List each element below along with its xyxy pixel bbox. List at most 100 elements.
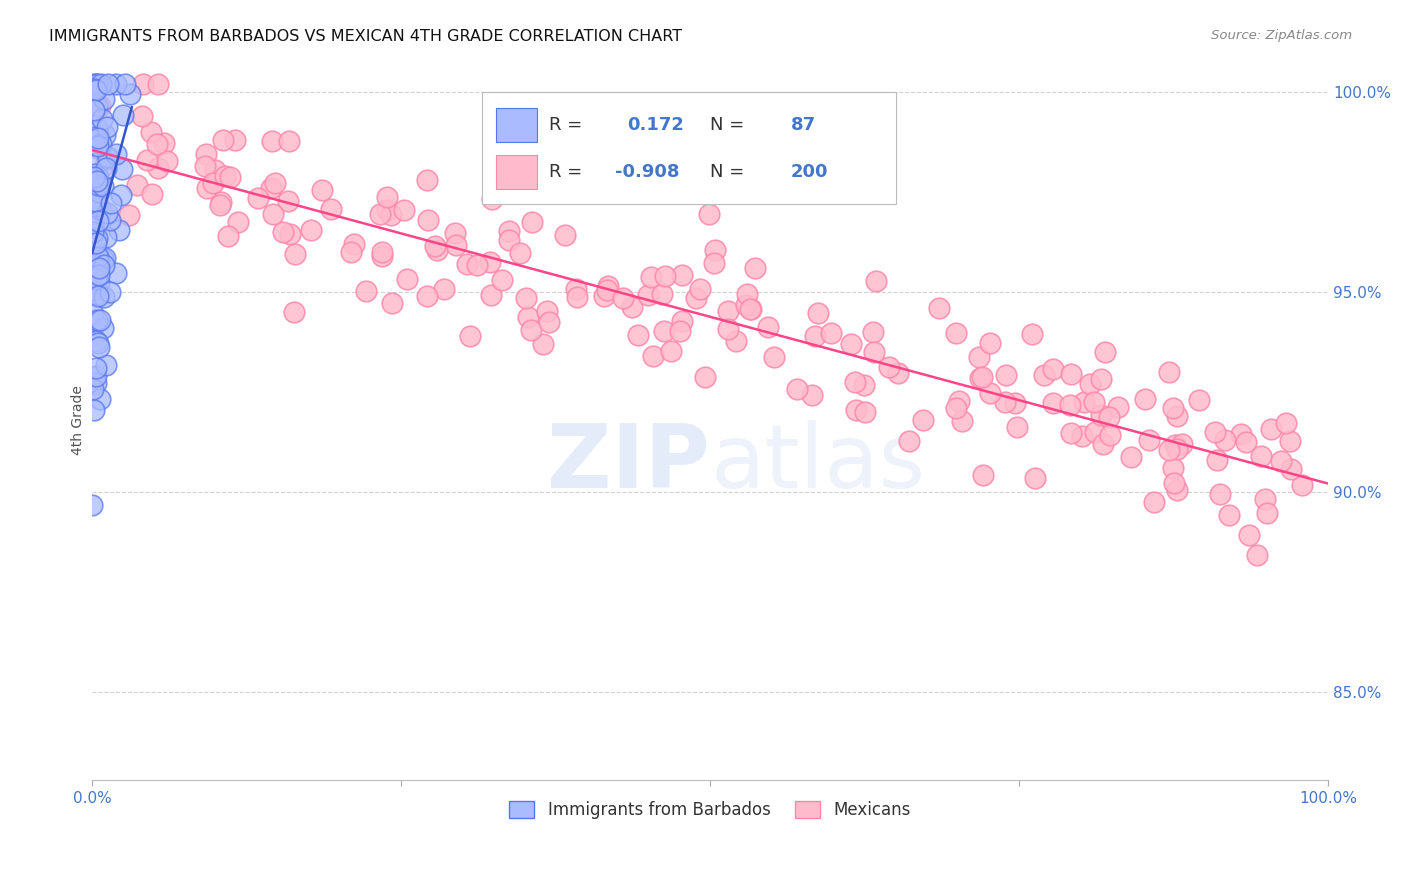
- Point: [654, 268, 676, 283]
- Point: [1163, 475, 1185, 490]
- Point: [1042, 396, 1064, 410]
- Point: [82, 382, 104, 396]
- Point: [724, 334, 747, 349]
- Point: [284, 247, 307, 261]
- Point: [111, 161, 134, 176]
- Point: [380, 208, 402, 222]
- Point: [621, 300, 644, 314]
- Point: [1004, 396, 1026, 410]
- Text: atlas: atlas: [710, 420, 925, 507]
- Point: [260, 180, 283, 194]
- Point: [1166, 483, 1188, 497]
- Point: [94, 158, 117, 172]
- Point: [735, 298, 758, 312]
- Point: [84, 361, 107, 376]
- Point: [640, 270, 662, 285]
- Point: [862, 345, 884, 359]
- FancyBboxPatch shape: [481, 92, 896, 203]
- Point: [697, 206, 720, 220]
- Point: [479, 255, 502, 269]
- Point: [416, 289, 439, 303]
- Point: [83, 129, 105, 144]
- Point: [1159, 443, 1181, 458]
- Point: [862, 326, 884, 340]
- Point: [786, 382, 808, 396]
- Point: [967, 350, 990, 364]
- Point: [89, 254, 111, 268]
- Point: [1218, 508, 1240, 523]
- Point: [1188, 392, 1211, 407]
- Point: [91, 320, 114, 334]
- Point: [423, 239, 446, 253]
- Point: [1021, 327, 1043, 342]
- Point: [262, 134, 284, 148]
- Point: [538, 315, 561, 329]
- Point: [83, 167, 105, 181]
- Point: [1166, 442, 1188, 456]
- Point: [1073, 395, 1095, 409]
- Point: [87, 213, 110, 227]
- Point: [87, 185, 110, 199]
- Point: [1246, 549, 1268, 563]
- Point: [82, 498, 104, 512]
- Point: [756, 320, 779, 334]
- Point: [104, 147, 127, 161]
- Point: [94, 128, 117, 143]
- Point: [343, 237, 366, 252]
- Point: [87, 139, 110, 153]
- Point: [491, 273, 513, 287]
- Text: N =: N =: [710, 163, 744, 181]
- Text: R =: R =: [550, 163, 582, 181]
- Point: [87, 268, 110, 283]
- Point: [371, 245, 394, 260]
- Point: [762, 351, 785, 365]
- Point: [456, 256, 478, 270]
- Point: [509, 245, 531, 260]
- Point: [148, 77, 170, 91]
- Point: [1171, 436, 1194, 450]
- Point: [1250, 449, 1272, 463]
- Point: [153, 136, 176, 151]
- Point: [201, 177, 224, 191]
- Text: 200: 200: [790, 163, 828, 181]
- Point: [1099, 428, 1122, 442]
- Point: [717, 322, 740, 336]
- Point: [928, 301, 950, 315]
- Point: [84, 77, 107, 91]
- Point: [1094, 345, 1116, 359]
- Point: [1204, 425, 1226, 439]
- Point: [1097, 409, 1119, 424]
- Point: [465, 258, 488, 272]
- Point: [86, 312, 108, 326]
- Point: [83, 370, 105, 384]
- Point: [1083, 395, 1105, 409]
- Point: [100, 195, 122, 210]
- Point: [96, 151, 118, 165]
- Point: [1256, 506, 1278, 520]
- Point: [643, 349, 665, 363]
- Point: [91, 178, 114, 193]
- Text: -0.908: -0.908: [614, 163, 679, 181]
- Point: [89, 340, 111, 354]
- Point: [418, 213, 440, 227]
- Point: [1042, 361, 1064, 376]
- Point: [703, 256, 725, 270]
- Legend: Immigrants from Barbados, Mexicans: Immigrants from Barbados, Mexicans: [502, 795, 918, 826]
- Point: [458, 329, 481, 343]
- Point: [498, 224, 520, 238]
- Point: [87, 170, 110, 185]
- Point: [945, 326, 967, 341]
- Point: [83, 77, 105, 91]
- Point: [94, 358, 117, 372]
- Point: [1291, 478, 1313, 492]
- Point: [84, 369, 107, 384]
- Point: [194, 159, 217, 173]
- Point: [1092, 437, 1115, 451]
- Point: [396, 272, 419, 286]
- Point: [93, 290, 115, 304]
- Point: [87, 197, 110, 211]
- Point: [86, 334, 108, 348]
- Point: [89, 312, 111, 326]
- Point: [740, 302, 762, 317]
- Point: [1159, 366, 1181, 380]
